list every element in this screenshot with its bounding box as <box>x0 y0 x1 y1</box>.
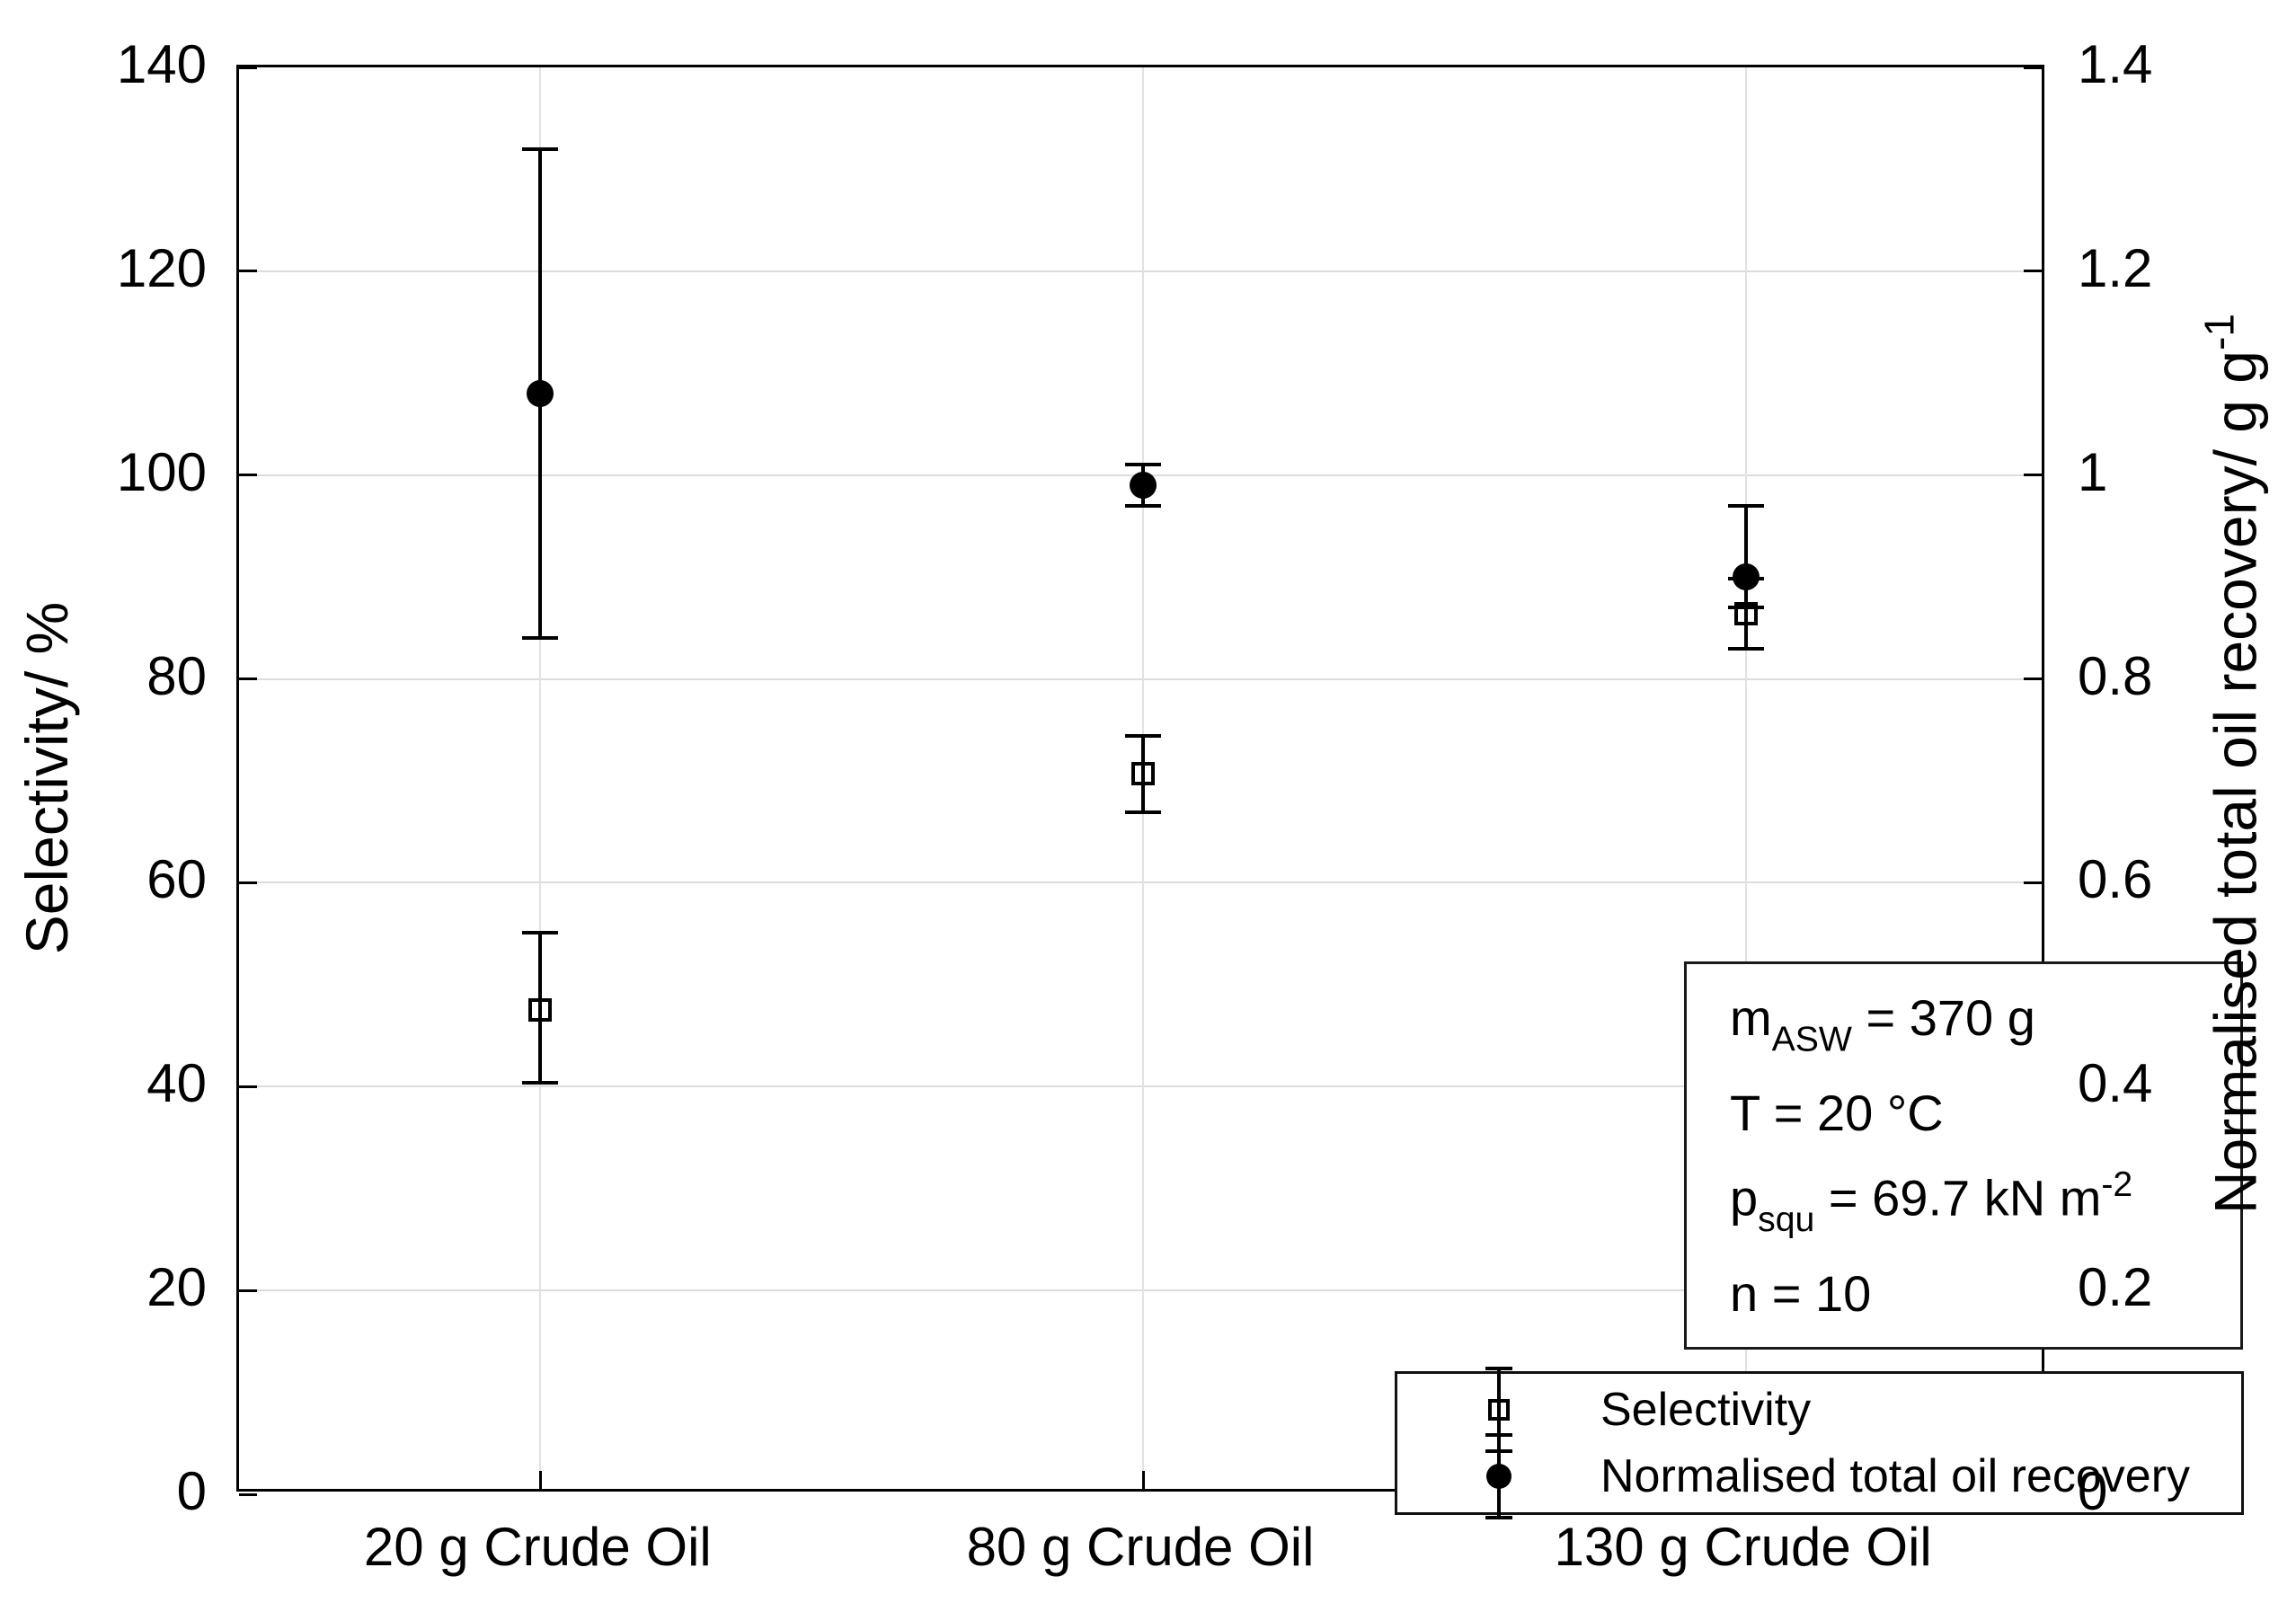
text-part: T = 20 °C <box>1730 1085 1944 1142</box>
plot-canvas <box>239 66 2042 1496</box>
h-gridline <box>239 1289 2042 1292</box>
text-part: = 69.7 kN m <box>1814 1169 2102 1227</box>
error-bar-cap-top <box>522 146 559 151</box>
left-tick <box>239 474 257 477</box>
error-bar-cap-top <box>1125 463 1161 467</box>
x-tick-label: 80 g Crude Oil <box>966 1517 1315 1577</box>
error-bar-cap-bottom <box>1125 503 1161 508</box>
left-tick <box>239 881 257 884</box>
right-tick <box>2024 270 2042 273</box>
right-tick-label: 0.4 <box>2078 1053 2153 1114</box>
right-tick <box>2024 881 2042 884</box>
error-bar-line <box>1743 505 1748 608</box>
left-tick-label: 80 <box>146 645 207 706</box>
filled-circle-marker <box>527 379 554 407</box>
error-bar-cap-bottom <box>1125 810 1161 815</box>
error-bar-cap-bottom <box>1727 646 1764 651</box>
right-tick <box>2024 474 2042 477</box>
right-tick-label: 0.6 <box>2078 849 2153 910</box>
annotation-line-mass: mASW = 370 g <box>1730 988 2222 1060</box>
text-part: m <box>1730 989 1772 1047</box>
legend-label: Normalised total oil recovery <box>1600 1450 2191 1503</box>
annotation-line-pressure: psqu = 69.7 kN m-2 <box>1730 1165 2222 1240</box>
legend-marker-cell <box>1397 1366 1600 1453</box>
annotation-line-n: n = 10 <box>1730 1264 2222 1323</box>
annotation-line-temperature: T = 20 °C <box>1730 1084 2222 1142</box>
error-bar-cap-top <box>1727 503 1764 508</box>
error-bar-cap-bottom <box>1727 606 1764 610</box>
open-square-marker-icon <box>1479 1366 1519 1453</box>
text-part: ASW <box>1771 1020 1852 1059</box>
left-tick-label: 140 <box>116 34 207 94</box>
text-part: squ <box>1758 1200 1815 1240</box>
v-gridline <box>539 67 542 1489</box>
h-gridline <box>239 678 2042 680</box>
filled-circle-marker <box>1732 563 1760 591</box>
plot-area: mASW = 370 g T = 20 °C psqu = 69.7 kN m-… <box>236 65 2244 1520</box>
right-tick-label: 0 <box>2078 1461 2108 1521</box>
text-part: p <box>1730 1169 1759 1227</box>
legend-item-recovery: Normalised total oil recovery <box>1397 1433 2241 1520</box>
h-gridline <box>239 881 2042 884</box>
h-gridline <box>239 1085 2042 1088</box>
text-part: n = 10 <box>1730 1264 1872 1322</box>
left-tick-label: 20 <box>146 1257 207 1318</box>
right-tick-label: 1.4 <box>2078 34 2153 94</box>
error-bar-line <box>1743 579 1748 649</box>
right-tick <box>2024 66 2042 69</box>
error-bar-cap-top <box>1125 734 1161 739</box>
x-tick-label: 20 g Crude Oil <box>363 1517 712 1577</box>
left-tick <box>239 1289 257 1292</box>
right-tick-label: 0.2 <box>2078 1257 2153 1318</box>
h-gridline <box>239 270 2042 272</box>
left-tick <box>239 678 257 681</box>
filled-circle-marker <box>1130 472 1157 500</box>
right-tick <box>2024 678 2042 681</box>
bottom-tick <box>1141 1471 1145 1489</box>
error-bar-line <box>1141 736 1145 813</box>
text-part: = 370 g <box>1851 989 2035 1047</box>
left-tick <box>239 66 257 69</box>
legend: Selectivity Normalised total oil recover… <box>1395 1366 2244 1520</box>
right-tick-label: 1 <box>2078 441 2108 502</box>
text-part: -1 <box>2195 313 2243 351</box>
legend-marker-cell <box>1397 1433 1600 1520</box>
legend-label: Selectivity <box>1600 1383 1812 1436</box>
left-tick <box>239 1492 257 1496</box>
left-tick-label: 0 <box>176 1461 207 1521</box>
bottom-tick <box>538 1471 542 1489</box>
left-tick-label: 60 <box>146 849 207 910</box>
v-gridline <box>1744 67 1747 1489</box>
x-tick-label: 130 g Crude Oil <box>1554 1517 1932 1577</box>
annotation-box: mASW = 370 g T = 20 °C psqu = 69.7 kN m-… <box>1684 961 2243 1350</box>
left-tick-label: 120 <box>116 237 207 298</box>
error-bar-line <box>538 933 543 1083</box>
right-tick-label: 0.8 <box>2078 645 2153 706</box>
left-tick <box>239 1085 257 1088</box>
filled-circle-marker-icon <box>1479 1433 1519 1520</box>
legend-item-selectivity: Selectivity <box>1397 1366 2241 1453</box>
left-tick-label: 100 <box>116 441 207 502</box>
open-square-marker <box>1131 762 1155 786</box>
open-square-marker <box>528 998 553 1023</box>
error-bar-cap-bottom <box>522 636 559 641</box>
left-tick-label: 40 <box>146 1053 207 1114</box>
error-bar-cap-bottom <box>522 1080 559 1085</box>
error-bar-cap-top <box>522 931 559 934</box>
text-part: -2 <box>2101 1165 2133 1205</box>
right-tick-label: 1.2 <box>2078 237 2153 298</box>
left-tick <box>239 270 257 273</box>
